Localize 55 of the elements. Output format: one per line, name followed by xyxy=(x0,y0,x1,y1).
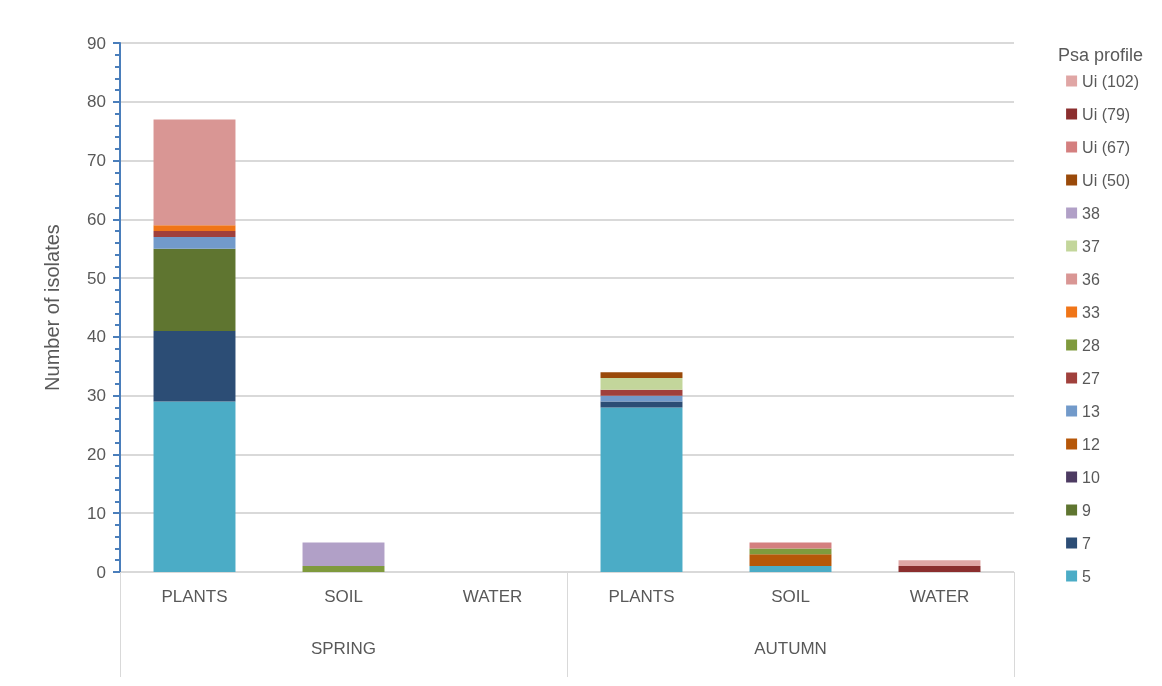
text: AUTUMN xyxy=(754,639,827,658)
x-tick-label: WATER xyxy=(462,587,523,606)
y-tick-label: 0 xyxy=(96,562,106,582)
bar xyxy=(153,248,236,332)
bar xyxy=(898,560,981,567)
y-tick-label: 20 xyxy=(87,444,106,464)
legend-label: 38 xyxy=(1082,204,1100,222)
bar xyxy=(153,401,236,572)
bar xyxy=(153,231,236,237)
bar xyxy=(600,407,683,572)
legend-label: 33 xyxy=(1082,303,1100,321)
y-tick-label: 60 xyxy=(87,209,106,229)
bar xyxy=(302,542,385,567)
bar xyxy=(749,548,832,555)
x-tick-label: PLANTS xyxy=(608,587,675,606)
legend-label: Ui (102) xyxy=(1082,72,1139,90)
legend-label: 13 xyxy=(1082,402,1100,420)
x-tick-label: WATER xyxy=(909,587,970,606)
legend-label: 9 xyxy=(1082,501,1092,519)
x-tick-label: PLANTS xyxy=(161,587,228,606)
legend-label: 36 xyxy=(1082,270,1100,288)
bar xyxy=(749,554,832,567)
legend-label: 10 xyxy=(1082,468,1100,486)
bar xyxy=(749,566,832,572)
legend-label: Ui (67) xyxy=(1082,138,1131,156)
legend-label: 5 xyxy=(1082,567,1092,585)
legend-title: Psa profile xyxy=(1057,45,1143,65)
bar xyxy=(600,378,683,390)
legend-label: Ui (50) xyxy=(1082,171,1131,189)
y-axis-title: Number of isolates xyxy=(41,224,63,391)
bar xyxy=(153,236,236,249)
x-tick-label: SOIL xyxy=(771,587,810,606)
bar xyxy=(153,225,236,232)
legend-label: 7 xyxy=(1082,534,1092,552)
bar xyxy=(153,119,236,226)
text: SPRING xyxy=(310,639,377,658)
bar xyxy=(600,389,683,396)
legend-label: 28 xyxy=(1082,336,1100,354)
legend-label: 12 xyxy=(1082,435,1100,453)
y-tick-label: 30 xyxy=(87,386,106,406)
y-tick-label: 10 xyxy=(87,503,106,523)
x-tick-label: SOIL xyxy=(324,587,363,606)
bar xyxy=(302,566,385,572)
bar xyxy=(153,331,236,402)
bar xyxy=(600,372,683,379)
legend-label: 37 xyxy=(1082,237,1100,255)
y-tick-label: 70 xyxy=(87,151,106,171)
y-tick-label: 50 xyxy=(87,268,106,288)
y-tick-label: 80 xyxy=(87,92,106,112)
legend-label: Ui (79) xyxy=(1082,105,1131,123)
bar xyxy=(898,566,981,572)
bar xyxy=(600,395,683,402)
legend-label: 27 xyxy=(1082,369,1100,387)
y-tick-label: 40 xyxy=(87,327,106,347)
y-tick-label: 90 xyxy=(87,33,106,53)
